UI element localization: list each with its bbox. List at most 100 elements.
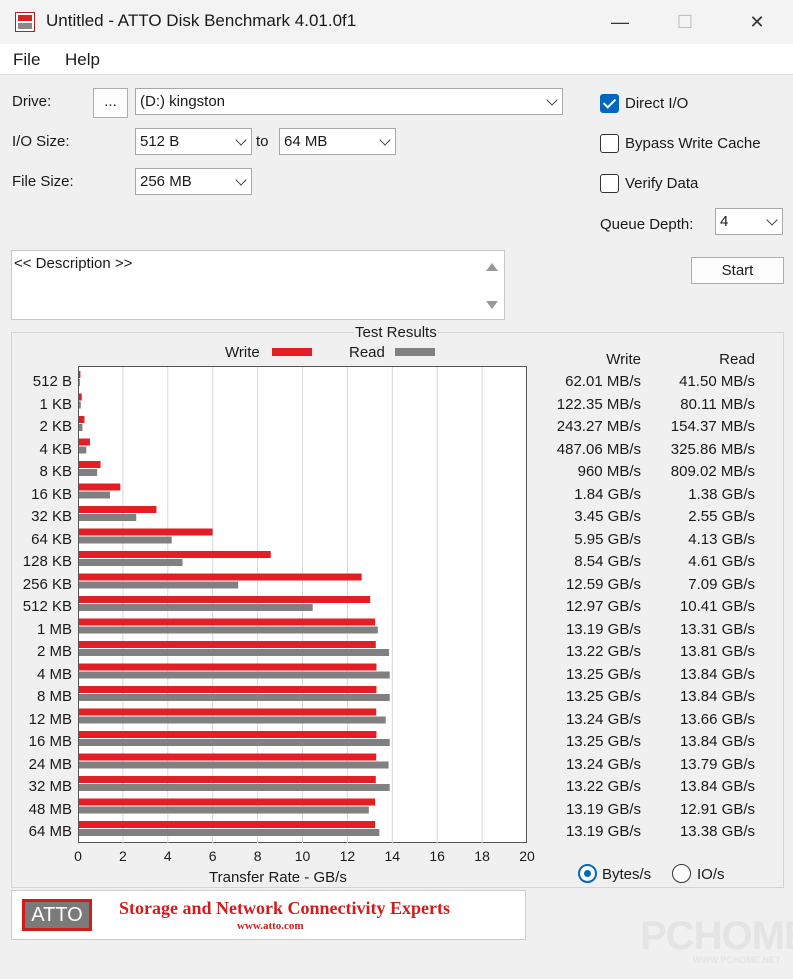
direct-io-label: Direct I/O bbox=[625, 95, 689, 112]
close-button[interactable]: ✕ bbox=[749, 12, 765, 32]
description-text: << Description >> bbox=[14, 255, 133, 272]
read-bar bbox=[79, 514, 137, 521]
x-tick-label: 4 bbox=[163, 848, 172, 864]
read-value: 13.84 GB/s bbox=[679, 778, 755, 795]
write-bar bbox=[79, 708, 377, 716]
drive-value: (D:) kingston bbox=[140, 93, 226, 110]
drive-label: Drive: bbox=[12, 93, 52, 110]
file-size-value: 256 MB bbox=[140, 173, 192, 190]
queue-depth-value: 4 bbox=[720, 213, 729, 230]
scroll-down-icon[interactable] bbox=[486, 301, 498, 309]
write-value: 13.19 GB/s bbox=[565, 800, 641, 818]
file-size-select[interactable]: 256 MB bbox=[135, 168, 252, 195]
read-bar bbox=[79, 626, 378, 634]
read-bar bbox=[79, 424, 83, 431]
results-title: Test Results bbox=[354, 324, 438, 341]
y-tick-label: 1 KB bbox=[39, 395, 72, 413]
read-bar bbox=[79, 536, 172, 544]
x-tick-label: 18 bbox=[474, 848, 490, 864]
read-value: 13.84 GB/s bbox=[679, 733, 755, 750]
io-size-to-select[interactable]: 64 MB bbox=[279, 128, 396, 155]
write-value: 122.35 MB/s bbox=[556, 395, 641, 413]
chart-plot-area bbox=[78, 366, 527, 843]
direct-io-checkbox[interactable] bbox=[600, 94, 619, 113]
legend-write-swatch bbox=[272, 348, 312, 356]
bypass-write-cache-label: Bypass Write Cache bbox=[625, 135, 761, 152]
write-value: 8.54 GB/s bbox=[574, 553, 641, 570]
app-icon bbox=[15, 12, 35, 32]
menu-file[interactable]: File bbox=[13, 50, 41, 69]
write-bar bbox=[79, 686, 377, 693]
write-bar bbox=[79, 528, 213, 536]
queue-depth-label: Queue Depth: bbox=[600, 216, 694, 233]
read-value: 13.81 GB/s bbox=[679, 643, 755, 660]
y-tick-label: 4 KB bbox=[39, 440, 72, 458]
write-value: 13.25 GB/s bbox=[565, 688, 641, 705]
io-size-label: I/O Size: bbox=[12, 133, 70, 150]
drive-select[interactable]: (D:) kingston bbox=[135, 88, 563, 115]
write-bar bbox=[79, 506, 157, 513]
read-bar bbox=[79, 559, 183, 566]
banner-url: www.atto.com bbox=[237, 920, 304, 932]
read-bar bbox=[79, 829, 380, 836]
start-button[interactable]: Start bbox=[691, 257, 784, 284]
write-bar bbox=[79, 416, 85, 423]
write-value: 960 MB/s bbox=[577, 463, 641, 480]
read-bar bbox=[79, 761, 389, 769]
maximize-button[interactable]: ☐ bbox=[676, 12, 694, 32]
read-bar bbox=[79, 446, 87, 454]
read-value: 12.91 GB/s bbox=[679, 800, 755, 818]
io-from-value: 512 B bbox=[140, 133, 180, 150]
x-tick-label: 20 bbox=[519, 848, 535, 864]
read-column-header: Read bbox=[719, 351, 755, 368]
write-bar bbox=[79, 663, 377, 671]
write-bar bbox=[79, 821, 376, 828]
bytes-per-sec-radio[interactable] bbox=[578, 864, 597, 883]
read-bar bbox=[79, 784, 390, 791]
description-textarea[interactable]: << Description >> bbox=[11, 250, 505, 320]
x-tick-label: 14 bbox=[384, 848, 401, 864]
x-tick-label: 12 bbox=[339, 848, 356, 864]
y-tick-label: 1 MB bbox=[36, 620, 72, 638]
atto-banner[interactable]: ATTO Storage and Network Connectivity Ex… bbox=[11, 890, 526, 940]
write-value: 12.97 GB/s bbox=[565, 598, 641, 615]
x-tick-label: 16 bbox=[429, 848, 445, 864]
y-tick-label: 64 MB bbox=[28, 823, 72, 840]
y-tick-label: 16 KB bbox=[31, 485, 72, 503]
minimize-button[interactable]: — bbox=[611, 12, 629, 32]
x-axis-label: Transfer Rate - GB/s bbox=[209, 869, 347, 886]
write-value: 3.45 GB/s bbox=[574, 508, 641, 525]
bytes-per-sec-label: Bytes/s bbox=[602, 866, 652, 883]
chevron-down-icon bbox=[546, 94, 558, 106]
x-tick-label: 8 bbox=[253, 848, 262, 864]
write-bar bbox=[79, 596, 371, 603]
y-tick-label: 12 MB bbox=[28, 710, 72, 728]
bypass-write-cache-checkbox[interactable] bbox=[600, 134, 619, 153]
write-value: 5.95 GB/s bbox=[574, 530, 641, 548]
read-value: 154.37 MB/s bbox=[670, 418, 755, 435]
io-per-sec-radio[interactable] bbox=[672, 864, 691, 883]
read-value: 2.55 GB/s bbox=[688, 508, 755, 525]
read-value: 325.86 MB/s bbox=[670, 440, 755, 458]
read-value: 7.09 GB/s bbox=[688, 575, 755, 593]
chevron-down-icon bbox=[235, 174, 247, 186]
watermark-logo: PCHOME bbox=[640, 914, 793, 958]
verify-data-label: Verify Data bbox=[625, 175, 699, 192]
write-bar bbox=[79, 438, 90, 446]
scroll-up-icon[interactable] bbox=[486, 263, 498, 271]
browse-button[interactable]: ... bbox=[93, 88, 128, 118]
verify-data-checkbox[interactable] bbox=[600, 174, 619, 193]
io-size-from-select[interactable]: 512 B bbox=[135, 128, 252, 155]
write-bar bbox=[79, 551, 271, 558]
legend-read-swatch bbox=[395, 348, 435, 356]
menu-help[interactable]: Help bbox=[65, 50, 100, 69]
read-bar bbox=[79, 379, 80, 386]
y-tick-label: 128 KB bbox=[22, 553, 72, 570]
y-tick-label: 24 MB bbox=[28, 755, 72, 773]
legend-read-label: Read bbox=[349, 344, 385, 361]
y-tick-label: 16 MB bbox=[28, 733, 72, 750]
write-value: 12.59 GB/s bbox=[565, 575, 641, 593]
write-bar bbox=[79, 393, 82, 401]
queue-depth-select[interactable]: 4 bbox=[715, 208, 783, 235]
read-value: 13.79 GB/s bbox=[679, 755, 755, 773]
